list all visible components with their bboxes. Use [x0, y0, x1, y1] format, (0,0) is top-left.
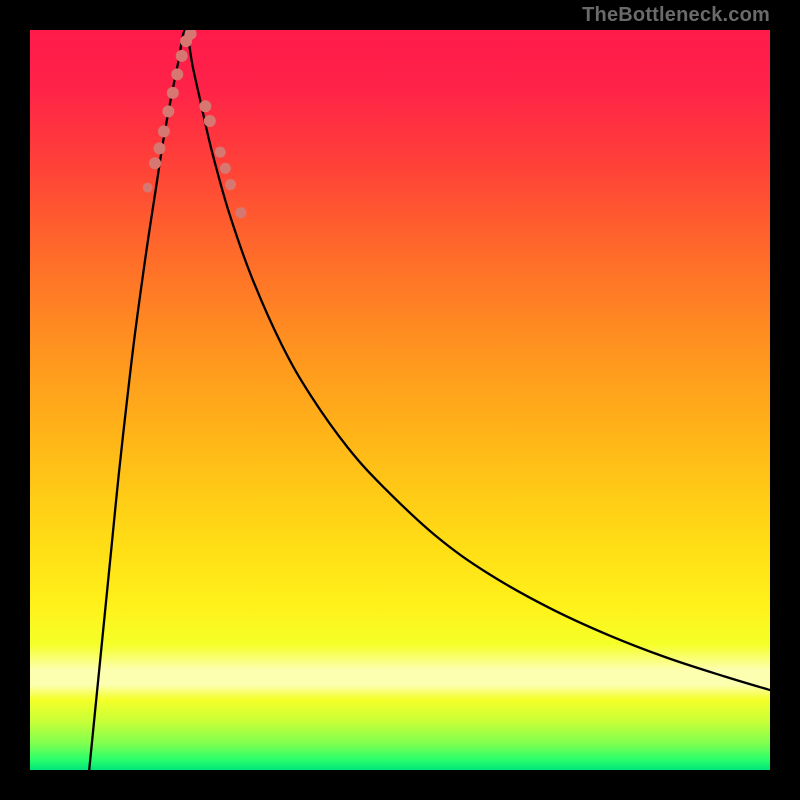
data-point [204, 115, 216, 127]
data-point [176, 50, 188, 62]
watermark-text: TheBottleneck.com [582, 4, 770, 27]
plot-area [30, 30, 770, 770]
data-point [225, 179, 236, 190]
data-point [162, 105, 174, 117]
data-point [235, 207, 246, 218]
data-point [158, 125, 170, 137]
bottleneck-chart [30, 30, 770, 770]
data-point [167, 87, 179, 99]
gradient-background [30, 30, 770, 770]
data-point [215, 147, 226, 158]
data-point [171, 68, 183, 80]
data-point [149, 157, 161, 169]
data-point [154, 142, 166, 154]
data-point [199, 100, 211, 112]
chart-frame: TheBottleneck.com [0, 0, 800, 800]
data-point [143, 183, 153, 193]
data-point [220, 163, 231, 174]
